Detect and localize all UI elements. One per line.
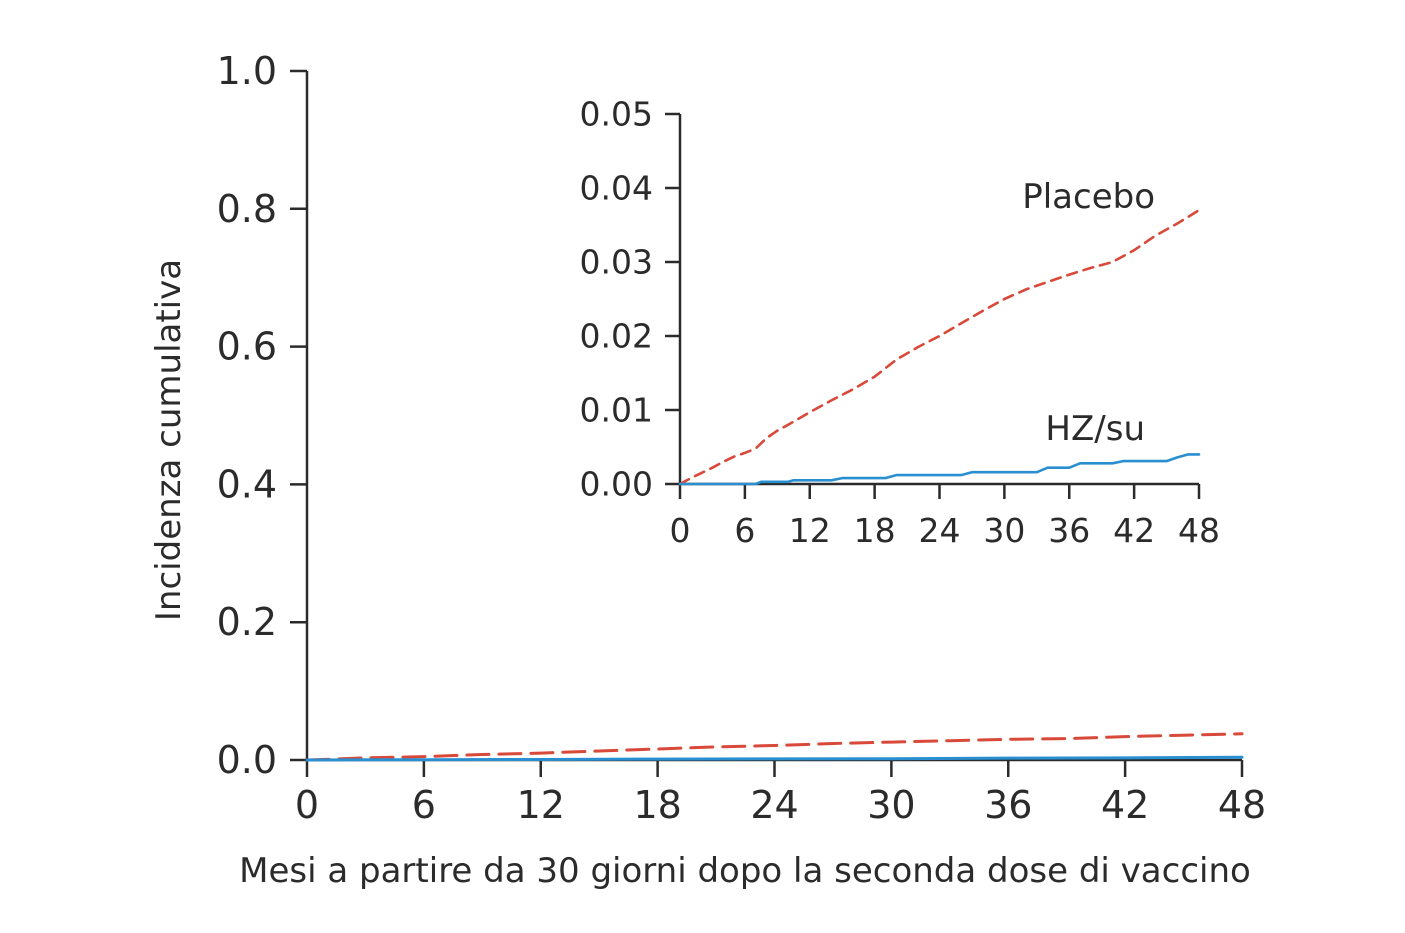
main-y-tick-label: 0.2 — [217, 600, 277, 644]
inset-placebo-line — [678, 208, 1201, 486]
inset-placebo-label: Placebo — [1022, 177, 1155, 217]
main-placebo-line — [305, 732, 1244, 762]
main-y-tick-label: 1.0 — [217, 49, 277, 93]
main-hzsu-line — [305, 755, 1244, 762]
main-y-tick-label: 0.6 — [217, 325, 277, 369]
main-y-tick-label: 0.4 — [217, 462, 277, 506]
inset-hzsu-line — [678, 453, 1201, 486]
inset-x-tick-label: 42 — [1113, 511, 1155, 550]
main-x-tick-label: 48 — [1218, 783, 1266, 827]
inset-y-tick-label: 0.02 — [580, 317, 653, 356]
main-x-tick-label: 12 — [517, 783, 565, 827]
main-plot: Incidenza cumulativa Mesi a partire da 3… — [149, 49, 1266, 891]
inset-y-tick-label: 0.05 — [580, 95, 653, 134]
inset-plot: 0 6 12 18 24 30 36 42 48 0.00 0.01 0.02 0.03 0.04 0.05… — [580, 95, 1220, 551]
inset-x-tick-label: 6 — [734, 511, 755, 550]
main-y-tick-label: 0.8 — [217, 187, 277, 231]
main-x-tick-label: 18 — [633, 783, 681, 827]
main-y-tick-label: 0.0 — [217, 738, 277, 782]
main-x-axis-label: Mesi a partire da 30 giorni dopo la seco… — [239, 851, 1251, 891]
main-x-tick-label: 24 — [750, 783, 798, 827]
inset-x-tick-label: 18 — [854, 511, 896, 550]
inset-x-tick-label: 24 — [919, 511, 961, 550]
main-x-tick-label: 30 — [867, 783, 915, 827]
inset-y-tick-label: 0.04 — [580, 169, 653, 208]
inset-hzsu-label: HZ/su — [1045, 409, 1145, 449]
inset-x-tick-label: 12 — [789, 511, 831, 550]
inset-x-tick-label: 30 — [983, 511, 1025, 550]
inset-x-tick-label: 0 — [670, 511, 691, 550]
inset-x-tick-label: 36 — [1048, 511, 1090, 550]
inset-y-tick-label: 0.01 — [580, 391, 653, 430]
inset-y-tick-label: 0.00 — [580, 465, 653, 504]
inset-y-tick-label: 0.03 — [580, 243, 653, 282]
main-x-tick-label: 36 — [984, 783, 1032, 827]
inset-x-tick-label: 48 — [1178, 511, 1220, 550]
main-x-tick-label: 6 — [412, 783, 436, 827]
main-y-axis-label: Incidenza cumulativa — [149, 259, 189, 621]
main-x-tick-label: 42 — [1101, 783, 1149, 827]
main-x-tick-label: 0 — [295, 783, 319, 827]
